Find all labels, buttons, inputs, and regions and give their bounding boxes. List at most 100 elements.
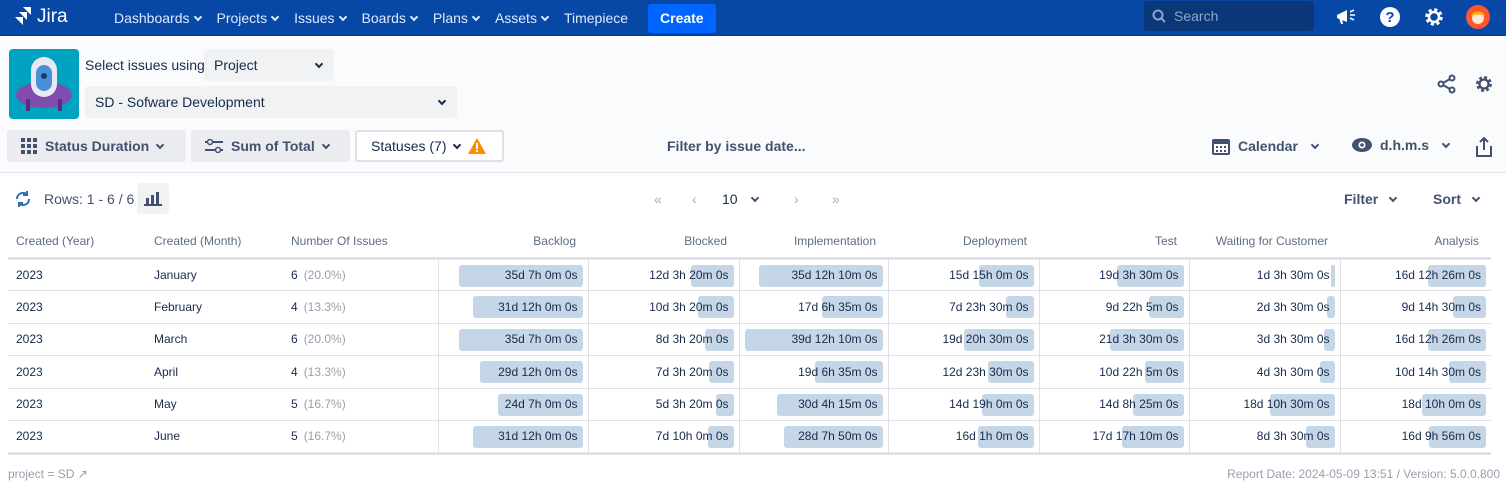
- duration-cell[interactable]: 30d 4h 15m 0s: [738, 388, 888, 421]
- user-avatar[interactable]: [1466, 5, 1490, 29]
- duration-cell[interactable]: 12d 23h 30m 0s: [887, 355, 1039, 389]
- nav-timepiece[interactable]: Timepiece: [563, 10, 629, 26]
- external-link-icon[interactable]: ↗: [77, 467, 88, 481]
- duration-value: 18d 10h 0m 0s: [1401, 397, 1481, 412]
- duration-cell[interactable]: 31d 12h 0m 0s: [437, 420, 588, 455]
- duration-cell[interactable]: 17d 17h 10m 0s: [1038, 420, 1189, 455]
- column-header[interactable]: Number Of Issues: [283, 226, 438, 260]
- chevron-down-icon: [540, 12, 550, 21]
- create-button[interactable]: Create: [648, 3, 716, 33]
- duration-cell[interactable]: 3d 3h 30m 0s: [1188, 323, 1340, 356]
- share-icon[interactable]: [1435, 72, 1459, 96]
- duration-cell[interactable]: 10d 3h 20m 0s: [587, 290, 739, 324]
- footer-query[interactable]: project = SD ↗: [8, 467, 88, 481]
- duration-cell[interactable]: 10d 22h 5m 0s: [1038, 355, 1189, 389]
- duration-cell[interactable]: 14d 8h 25m 0s: [1038, 388, 1189, 421]
- report-type-dropdown[interactable]: Status Duration: [7, 130, 186, 162]
- duration-cell[interactable]: 39d 12h 10m 0s: [738, 323, 888, 356]
- next-page-icon[interactable]: ›: [794, 191, 799, 207]
- nav-boards[interactable]: Boards: [362, 10, 425, 26]
- duration-cell[interactable]: 9d 22h 5m 0s: [1038, 290, 1189, 324]
- duration-value: 35d 7h 0m 0s: [504, 267, 578, 282]
- last-page-icon[interactable]: »: [832, 191, 840, 207]
- duration-bar: [708, 361, 734, 383]
- duration-cell[interactable]: 8d 3h 30m 0s: [1188, 420, 1340, 455]
- duration-cell[interactable]: 19d 20h 30m 0s: [887, 323, 1039, 356]
- date-filter-button[interactable]: Filter by issue date...: [667, 138, 806, 154]
- statuses-dropdown[interactable]: Statuses (7): [355, 130, 504, 162]
- duration-bar: [977, 426, 1034, 448]
- column-header[interactable]: Implementation: [739, 226, 888, 260]
- time-format-dropdown[interactable]: d.h.m.s: [1352, 137, 1451, 153]
- project-dropdown[interactable]: SD - Sofware Development: [85, 86, 457, 118]
- duration-cell[interactable]: 19d 6h 35m 0s: [738, 355, 888, 389]
- duration-value: 21d 3h 30m 0s: [1099, 332, 1179, 347]
- duration-cell[interactable]: 2d 3h 30m 0s: [1188, 290, 1340, 324]
- duration-cell[interactable]: 28d 7h 50m 0s: [738, 420, 888, 455]
- notifications-megaphone-icon[interactable]: [1334, 5, 1358, 29]
- duration-cell[interactable]: 10d 14h 30m 0s: [1339, 355, 1491, 389]
- report-settings-gear-icon[interactable]: [1472, 72, 1496, 96]
- chevron-down-icon[interactable]: [750, 193, 760, 202]
- column-header[interactable]: Blocked: [588, 226, 739, 260]
- duration-cell[interactable]: 16d 12h 26m 0s: [1339, 258, 1491, 291]
- duration-cell[interactable]: 18d 10h 0m 0s: [1339, 388, 1491, 421]
- column-header[interactable]: Backlog: [438, 226, 588, 260]
- column-header[interactable]: Created (Year): [8, 226, 146, 260]
- table-row: 2023 January 6 (20.0%) 35d 7h 0m 0s 12d 3h 20…: [8, 258, 1491, 291]
- first-page-icon[interactable]: «: [654, 191, 662, 207]
- jira-logo[interactable]: Jira: [14, 6, 68, 28]
- settings-gear-icon[interactable]: [1422, 5, 1446, 29]
- chart-toggle-button[interactable]: [137, 183, 169, 214]
- duration-cell[interactable]: 35d 7h 0m 0s: [437, 323, 588, 356]
- duration-cell[interactable]: 8d 3h 20m 0s: [587, 323, 739, 356]
- duration-cell[interactable]: 29d 12h 0m 0s: [437, 355, 588, 389]
- column-header[interactable]: Test: [1039, 226, 1189, 260]
- duration-cell[interactable]: 15d 15h 0m 0s: [887, 258, 1039, 291]
- duration-bar: [1327, 296, 1335, 318]
- nav-plans[interactable]: Plans: [433, 10, 487, 26]
- duration-value: 9d 22h 5m 0s: [1105, 299, 1179, 314]
- duration-cell[interactable]: 1d 3h 30m 0s: [1188, 258, 1340, 291]
- duration-cell[interactable]: 24d 7h 0m 0s: [437, 388, 588, 421]
- duration-cell[interactable]: 16d 1h 0m 0s: [887, 420, 1039, 455]
- column-header[interactable]: Analysis: [1340, 226, 1491, 260]
- duration-cell[interactable]: 16d 12h 26m 0s: [1339, 323, 1491, 356]
- chevron-down-icon: [155, 140, 165, 149]
- duration-cell[interactable]: 35d 7h 0m 0s: [437, 258, 588, 291]
- nav-dashboards[interactable]: Dashboards: [114, 10, 209, 26]
- column-header[interactable]: Waiting for Customer: [1189, 226, 1340, 260]
- prev-page-icon[interactable]: ‹: [692, 191, 697, 207]
- refresh-icon[interactable]: [14, 190, 32, 208]
- column-header[interactable]: Deployment: [888, 226, 1039, 260]
- sort-dropdown[interactable]: Sort: [1433, 191, 1481, 207]
- duration-cell[interactable]: 31d 12h 0m 0s: [437, 290, 588, 324]
- duration-cell[interactable]: 12d 3h 20m 0s: [587, 258, 739, 291]
- duration-cell[interactable]: 16d 9h 56m 0s: [1339, 420, 1491, 455]
- duration-cell[interactable]: 7d 23h 30m 0s: [887, 290, 1039, 324]
- issue-count: 4: [291, 364, 298, 379]
- help-icon[interactable]: ?: [1378, 5, 1402, 29]
- duration-cell[interactable]: 5d 3h 20m 0s: [587, 388, 739, 421]
- selection-mode-dropdown[interactable]: Project: [204, 49, 334, 81]
- nav-issues[interactable]: Issues: [294, 10, 353, 26]
- duration-cell[interactable]: 7d 3h 20m 0s: [587, 355, 739, 389]
- nav-projects[interactable]: Projects: [217, 10, 287, 26]
- search-input[interactable]: Search: [1144, 1, 1314, 31]
- duration-cell[interactable]: 19d 3h 30m 0s: [1038, 258, 1189, 291]
- duration-cell[interactable]: 14d 19h 0m 0s: [887, 388, 1039, 421]
- export-icon[interactable]: [1472, 135, 1496, 159]
- column-header[interactable]: Created (Month): [146, 226, 283, 260]
- duration-cell[interactable]: 35d 12h 10m 0s: [738, 258, 888, 291]
- duration-cell[interactable]: 21d 3h 30m 0s: [1038, 323, 1189, 356]
- duration-cell[interactable]: 18d 10h 30m 0s: [1188, 388, 1340, 421]
- aggregation-dropdown[interactable]: Sum of Total: [191, 130, 350, 162]
- duration-cell[interactable]: 4d 3h 30m 0s: [1188, 355, 1340, 389]
- duration-cell[interactable]: 9d 14h 30m 0s: [1339, 290, 1491, 324]
- nav-assets[interactable]: Assets: [495, 10, 556, 26]
- duration-cell[interactable]: 7d 10h 0m 0s: [587, 420, 739, 455]
- page-size-select[interactable]: 10: [722, 191, 738, 207]
- duration-cell[interactable]: 17d 6h 35m 0s: [738, 290, 888, 324]
- filter-dropdown[interactable]: Filter: [1344, 191, 1398, 207]
- calendar-dropdown[interactable]: Calendar: [1212, 137, 1320, 155]
